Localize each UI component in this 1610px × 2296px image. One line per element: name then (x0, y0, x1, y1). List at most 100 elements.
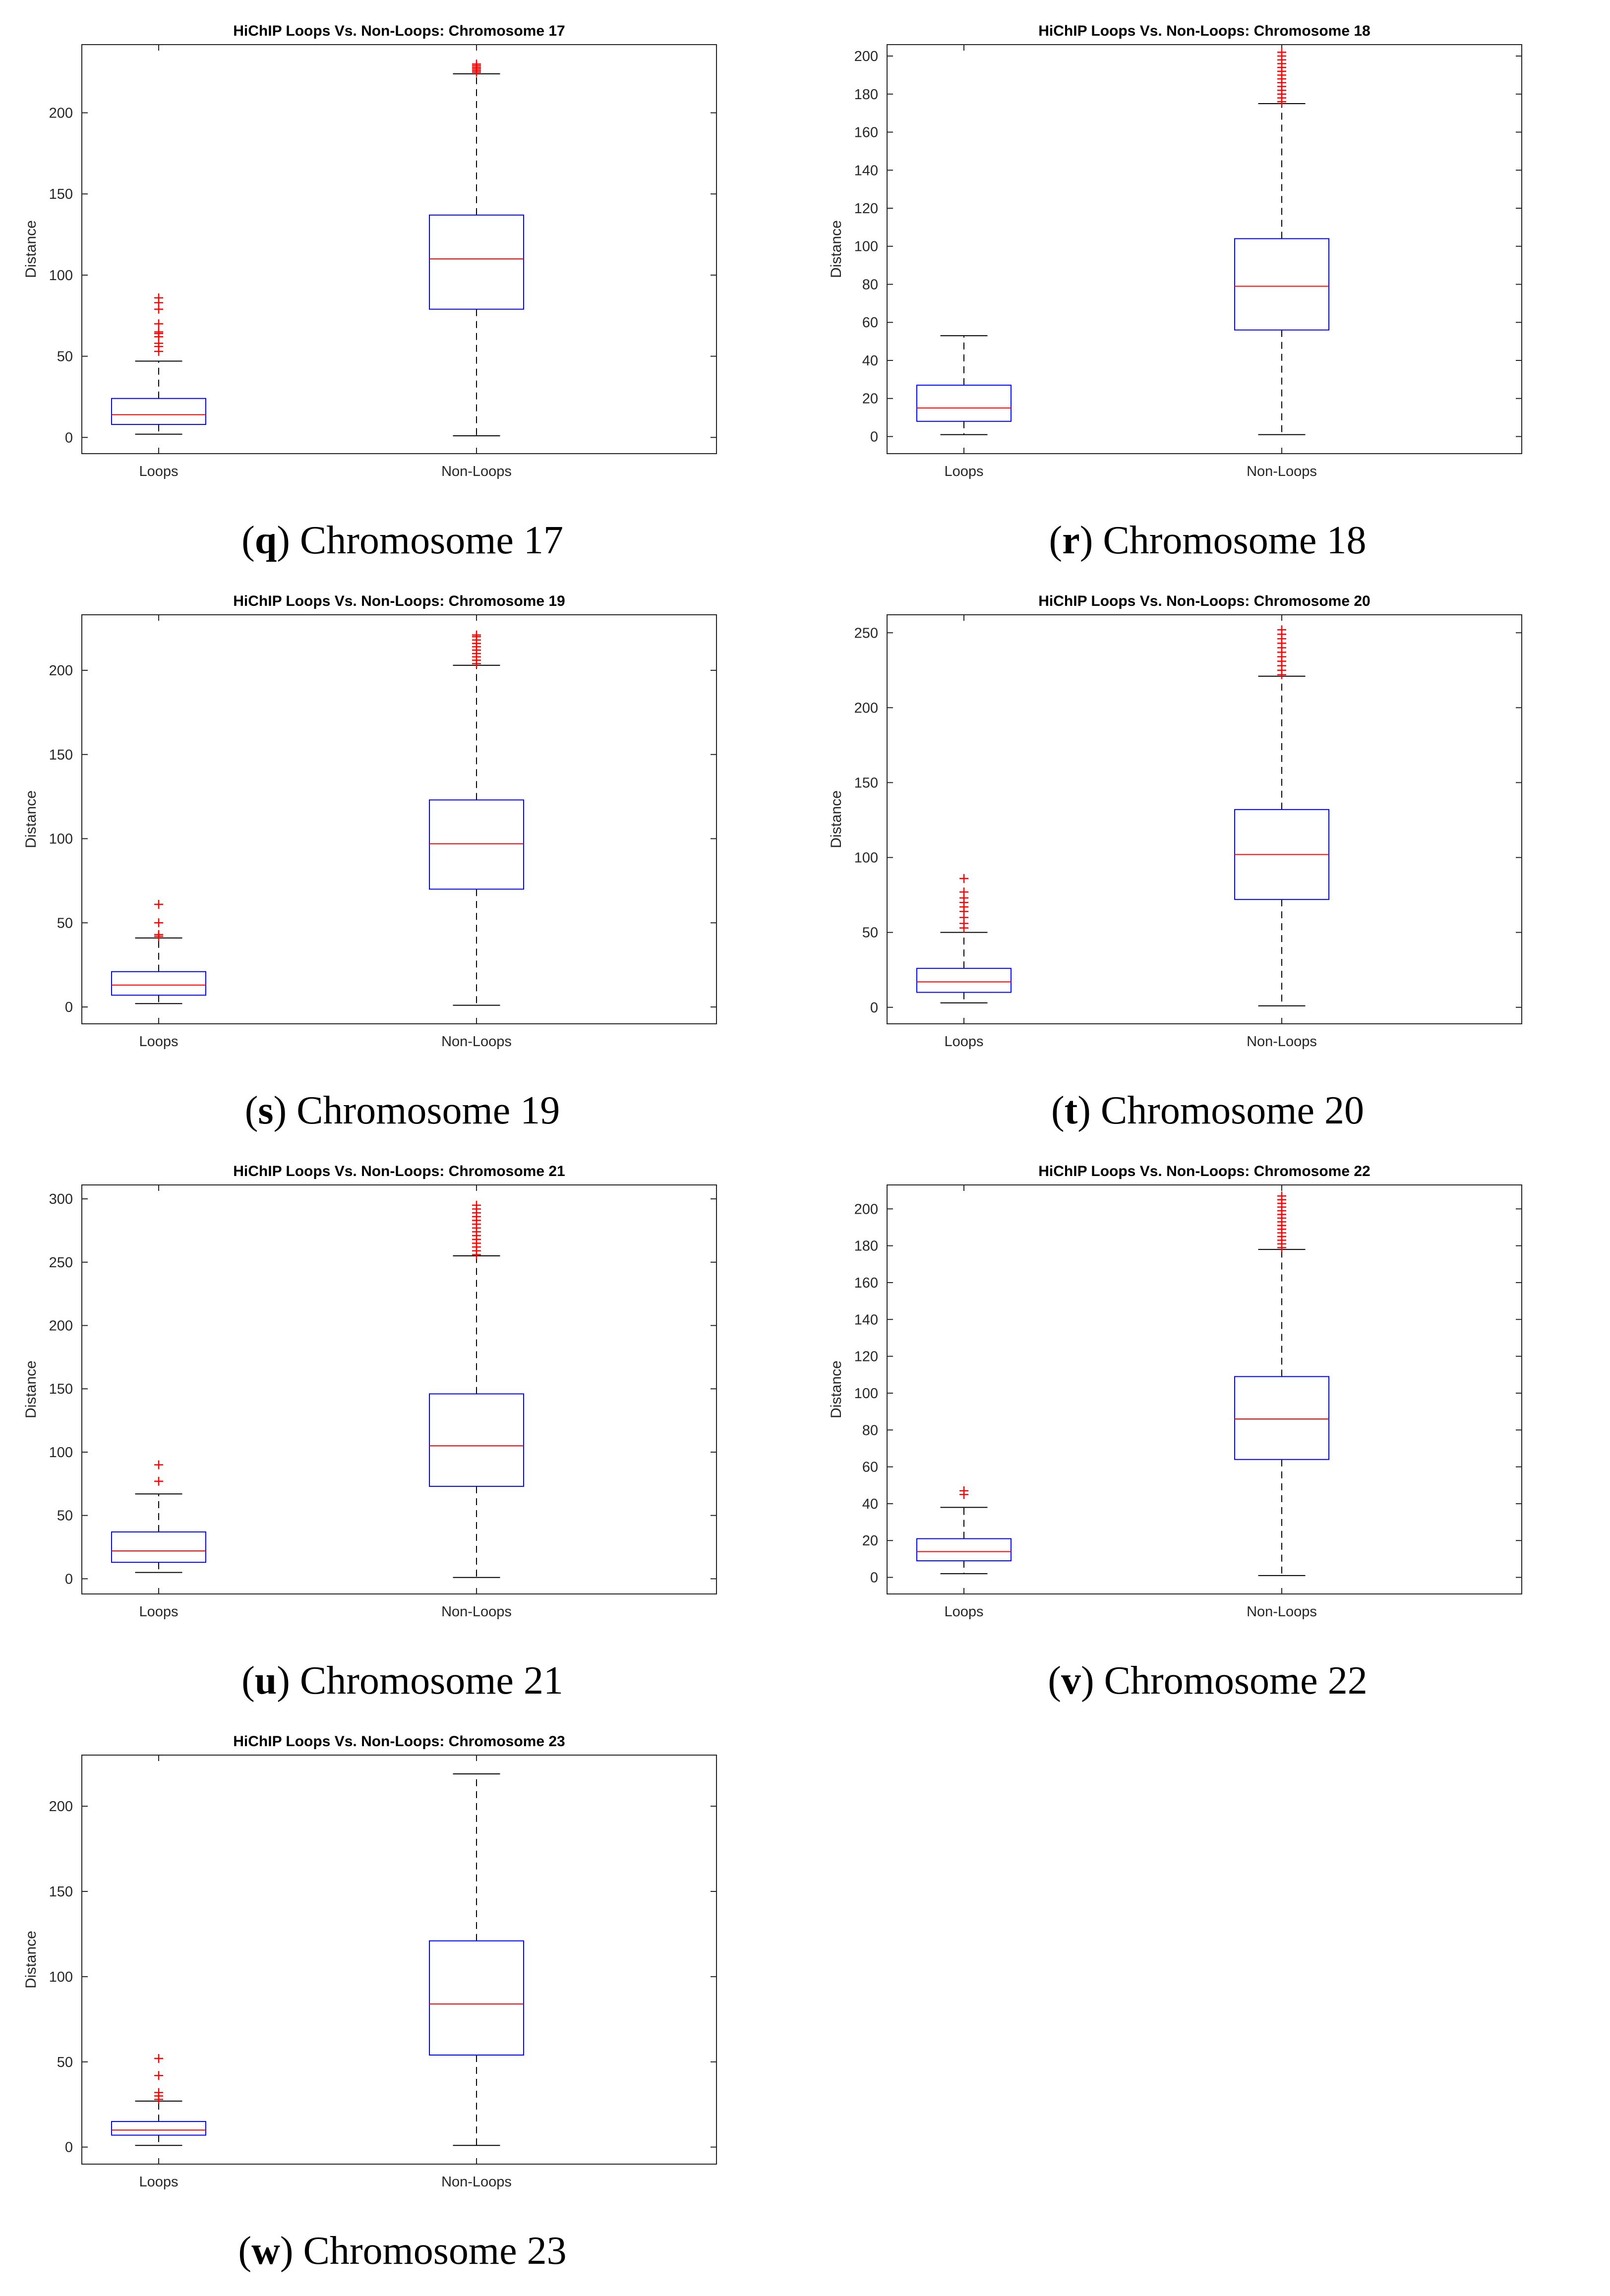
chart-panel-chromosome-23: HiChIP Loops Vs. Non-Loops: Chromosome 2… (0, 1710, 805, 2278)
x-tick-label: Non-Loops (1247, 1034, 1317, 1050)
y-tick-label: 160 (854, 125, 878, 141)
outlier-point (154, 327, 163, 337)
x-tick-label: Loops (139, 464, 178, 479)
chart-panel-chromosome-18: HiChIP Loops Vs. Non-Loops: Chromosome 1… (805, 0, 1610, 568)
chart-title: HiChIP Loops Vs. Non-Loops: Chromosome 2… (233, 1733, 565, 1750)
y-tick-label: 50 (862, 925, 878, 941)
chart-title: HiChIP Loops Vs. Non-Loops: Chromosome 2… (233, 1163, 565, 1179)
y-tick-label: 200 (854, 1201, 878, 1217)
box-loops: Loops (111, 45, 206, 479)
chart-panel-chromosome-20: HiChIP Loops Vs. Non-Loops: Chromosome 2… (805, 570, 1610, 1138)
box-loops: Loops (111, 615, 206, 1050)
y-tick-label: 140 (854, 163, 878, 178)
chart-title: HiChIP Loops Vs. Non-Loops: Chromosome 1… (1038, 23, 1371, 39)
y-tick-label: 140 (854, 1312, 878, 1328)
y-tick-label: 0 (65, 1000, 73, 1015)
box-plot-chromosome-17: HiChIP Loops Vs. Non-Loops: Chromosome 1… (23, 23, 717, 479)
x-tick-label: Non-Loops (1247, 1604, 1317, 1620)
y-tick-label: 100 (854, 850, 878, 866)
chart-title: HiChIP Loops Vs. Non-Loops: Chromosome 2… (1038, 1163, 1371, 1179)
caption-text: Chromosome 23 (303, 2229, 567, 2273)
iqr-box (111, 1531, 206, 1563)
iqr-box (429, 214, 524, 310)
y-tick-label: 100 (49, 1969, 73, 1985)
iqr-box (429, 1940, 524, 2056)
y-axis-label: Distance (23, 1360, 39, 1418)
panel-caption: (t) Chromosome 20 (1051, 1089, 1364, 1132)
y-axis-label: Distance (23, 220, 39, 278)
y-tick-label: 0 (870, 1570, 878, 1586)
x-tick-label: Non-Loops (441, 2174, 512, 2190)
y-tick-label: 0 (65, 2140, 73, 2156)
y-tick-label: 180 (854, 87, 878, 103)
y-axis-label: Distance (23, 1931, 39, 1989)
outlier-point (154, 2054, 163, 2063)
axes-frame (81, 44, 717, 454)
box-non-loops: Non-Loops (1234, 1185, 1329, 1620)
box-loops: Loops (916, 1185, 1012, 1620)
outlier-point (959, 887, 968, 897)
caption-text: Chromosome 20 (1100, 1089, 1364, 1132)
y-tick-label: 150 (49, 1884, 73, 1900)
caption-text: Chromosome 22 (1104, 1659, 1368, 1703)
outlier-point (154, 930, 163, 940)
panel-caption: (v) Chromosome 22 (1048, 1659, 1368, 1703)
outlier-point (1277, 1191, 1286, 1201)
x-tick-label: Loops (139, 1034, 178, 1050)
y-tick-label: 150 (854, 775, 878, 791)
iqr-box (916, 968, 1012, 993)
x-tick-label: Non-Loops (1247, 464, 1317, 479)
box-loops: Loops (111, 1755, 206, 2190)
panel-letter: q (254, 519, 277, 562)
y-tick-label: 120 (854, 1349, 878, 1365)
axes-frame (887, 614, 1522, 1024)
outlier-point (154, 2071, 163, 2080)
outlier-point (472, 59, 481, 69)
box-plot-chromosome-21: HiChIP Loops Vs. Non-Loops: Chromosome 2… (23, 1163, 717, 1620)
caption-text: Chromosome 21 (299, 1659, 563, 1703)
y-tick-label: 180 (854, 1238, 878, 1254)
caption-text: Chromosome 17 (299, 519, 563, 562)
axes-frame (887, 1184, 1522, 1594)
iqr-box (916, 384, 1012, 422)
y-tick-label: 50 (57, 915, 73, 931)
axes-frame (81, 1755, 717, 2165)
y-tick-label: 80 (862, 277, 878, 293)
panel-letter: s (258, 1089, 274, 1132)
box-loops: Loops (111, 1185, 206, 1620)
y-axis-label: Distance (828, 790, 844, 848)
outlier-point (154, 918, 163, 928)
outlier-point (472, 1200, 481, 1210)
y-tick-label: 50 (57, 349, 73, 365)
y-tick-label: 160 (854, 1275, 878, 1291)
outlier-point (472, 630, 481, 640)
box-non-loops: Non-Loops (429, 615, 524, 1050)
y-tick-label: 200 (49, 1799, 73, 1815)
axes-frame (81, 614, 717, 1024)
y-tick-label: 0 (870, 1000, 878, 1016)
y-tick-label: 120 (854, 201, 878, 217)
y-tick-label: 50 (57, 2055, 73, 2070)
y-tick-label: 150 (49, 186, 73, 202)
iqr-box (111, 971, 206, 996)
chart-panel-chromosome-19: HiChIP Loops Vs. Non-Loops: Chromosome 1… (0, 570, 805, 1138)
x-tick-label: Non-Loops (441, 1034, 512, 1050)
x-tick-label: Non-Loops (441, 1604, 512, 1620)
y-tick-label: 80 (862, 1422, 878, 1438)
box-plot-chromosome-18: HiChIP Loops Vs. Non-Loops: Chromosome 1… (828, 23, 1522, 479)
y-tick-label: 100 (854, 1386, 878, 1402)
outlier-point (959, 874, 968, 883)
outlier-point (154, 2088, 163, 2097)
y-tick-label: 0 (870, 429, 878, 445)
iqr-box (1234, 238, 1329, 331)
chart-panel-chromosome-22: HiChIP Loops Vs. Non-Loops: Chromosome 2… (805, 1140, 1610, 1708)
iqr-box (429, 799, 524, 890)
panel-letter: v (1061, 1659, 1081, 1703)
outlier-point (1277, 625, 1286, 635)
y-tick-label: 100 (49, 268, 73, 284)
x-tick-label: Non-Loops (441, 464, 512, 479)
y-tick-label: 20 (862, 391, 878, 407)
y-tick-label: 0 (65, 1571, 73, 1587)
caption-text: Chromosome 19 (297, 1089, 560, 1132)
box-non-loops: Non-Loops (1234, 45, 1329, 479)
